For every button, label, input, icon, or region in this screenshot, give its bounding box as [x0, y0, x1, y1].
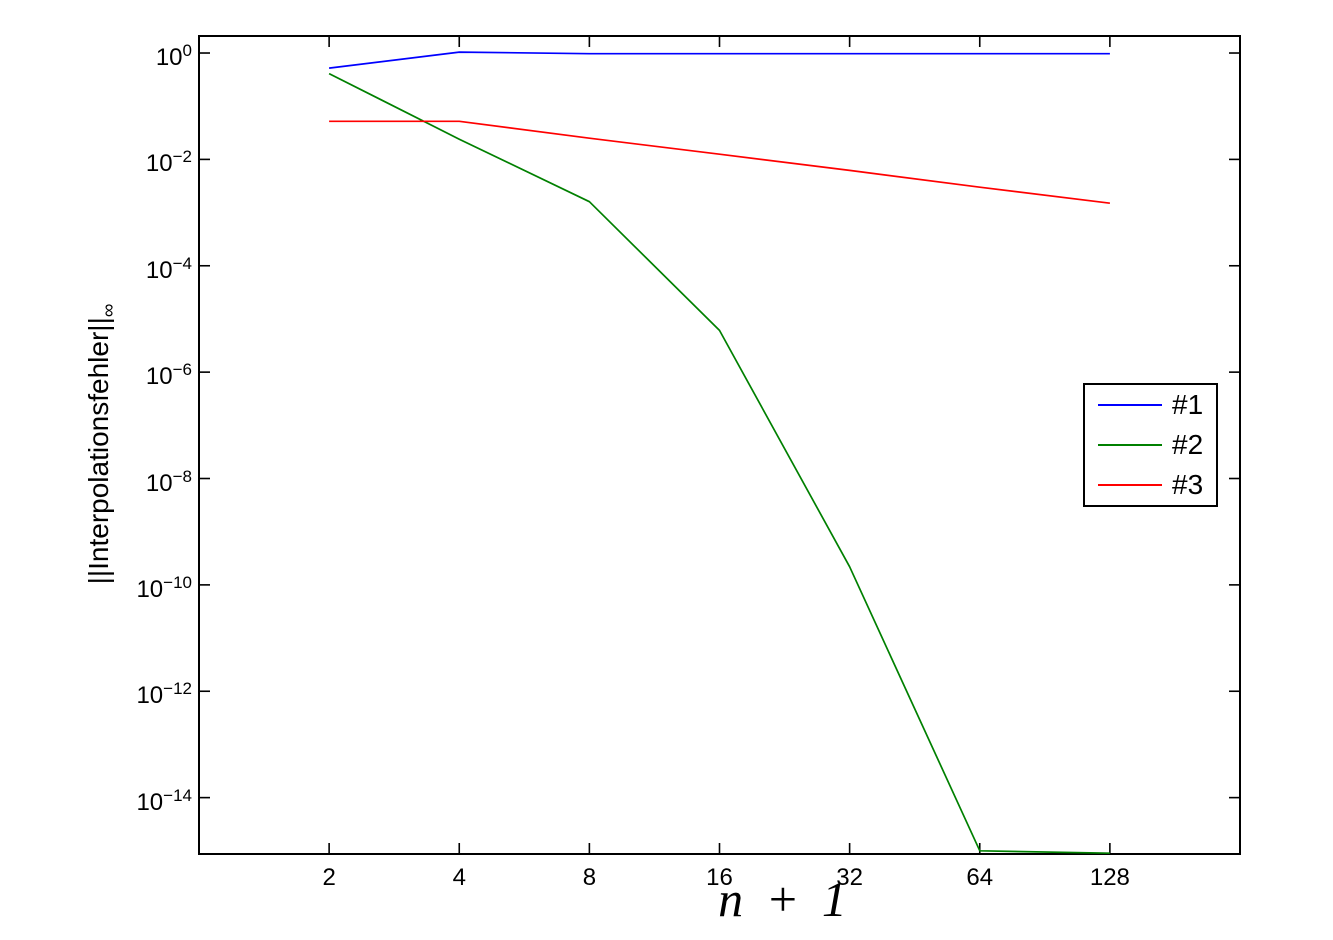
- y-tick-exponent: −2: [172, 147, 192, 167]
- x-tick-label: 32: [836, 864, 863, 891]
- legend-label: #3: [1172, 469, 1204, 500]
- y-tick-base: 10: [136, 788, 164, 816]
- y-tick-exponent: −14: [163, 785, 192, 805]
- y-tick-base: 10: [145, 256, 173, 284]
- y-tick-label: 10−10: [68, 563, 192, 603]
- x-tick-label: 2: [322, 864, 336, 891]
- legend: #1 #2 #3: [1083, 383, 1218, 507]
- y-tick-label: 10−12: [68, 669, 192, 709]
- y-tick-label: 10−14: [68, 776, 192, 816]
- y-tick-base: 10: [145, 363, 173, 391]
- x-tick-label: 128: [1089, 864, 1130, 891]
- y-tick-exponent: −10: [163, 572, 192, 592]
- y-tick-exponent: −8: [172, 466, 192, 486]
- y-tick-label: 10−8: [68, 457, 192, 497]
- series-line-2: [328, 72, 1110, 855]
- y-axis-label-subscript: ∞: [98, 303, 120, 318]
- y-tick-base: 10: [145, 469, 173, 497]
- y-tick-exponent: 0: [182, 41, 192, 61]
- x-tick-label: 64: [966, 864, 994, 891]
- y-tick-exponent: −12: [163, 679, 192, 699]
- legend-line-sample: [1098, 404, 1162, 406]
- legend-entry: #1: [1085, 389, 1216, 421]
- legend-line-sample: [1098, 444, 1162, 446]
- y-tick-label: 100: [68, 31, 192, 71]
- y-tick-label: 10−2: [68, 137, 192, 177]
- y-tick-label: 10−6: [68, 350, 192, 390]
- y-tick-label: 10−4: [68, 244, 192, 284]
- legend-entry: #3: [1085, 469, 1216, 501]
- y-axis-label: ||Interpolationsfehler||∞: [78, 244, 120, 644]
- y-tick-base: 10: [136, 682, 164, 710]
- series-line-1: [328, 51, 1110, 69]
- legend-label: #1: [1172, 389, 1204, 420]
- x-tick-label: 16: [706, 864, 733, 891]
- legend-line-sample: [1098, 484, 1162, 486]
- y-tick-exponent: −6: [172, 360, 192, 380]
- x-axis-label: n + 1: [718, 871, 852, 927]
- legend-label: #2: [1172, 429, 1204, 460]
- y-tick-base: 10: [136, 575, 164, 603]
- y-tick-base: 10: [145, 150, 173, 178]
- y-tick-exponent: −4: [172, 253, 192, 273]
- series-line-3: [329, 120, 1111, 205]
- x-tick-label: 8: [582, 864, 597, 891]
- x-tick-label: 4: [452, 864, 466, 891]
- y-axis-label-text: ||Interpolationsfehler||: [83, 317, 114, 585]
- legend-entry: #2: [1085, 429, 1216, 461]
- y-tick-base: 10: [155, 44, 183, 72]
